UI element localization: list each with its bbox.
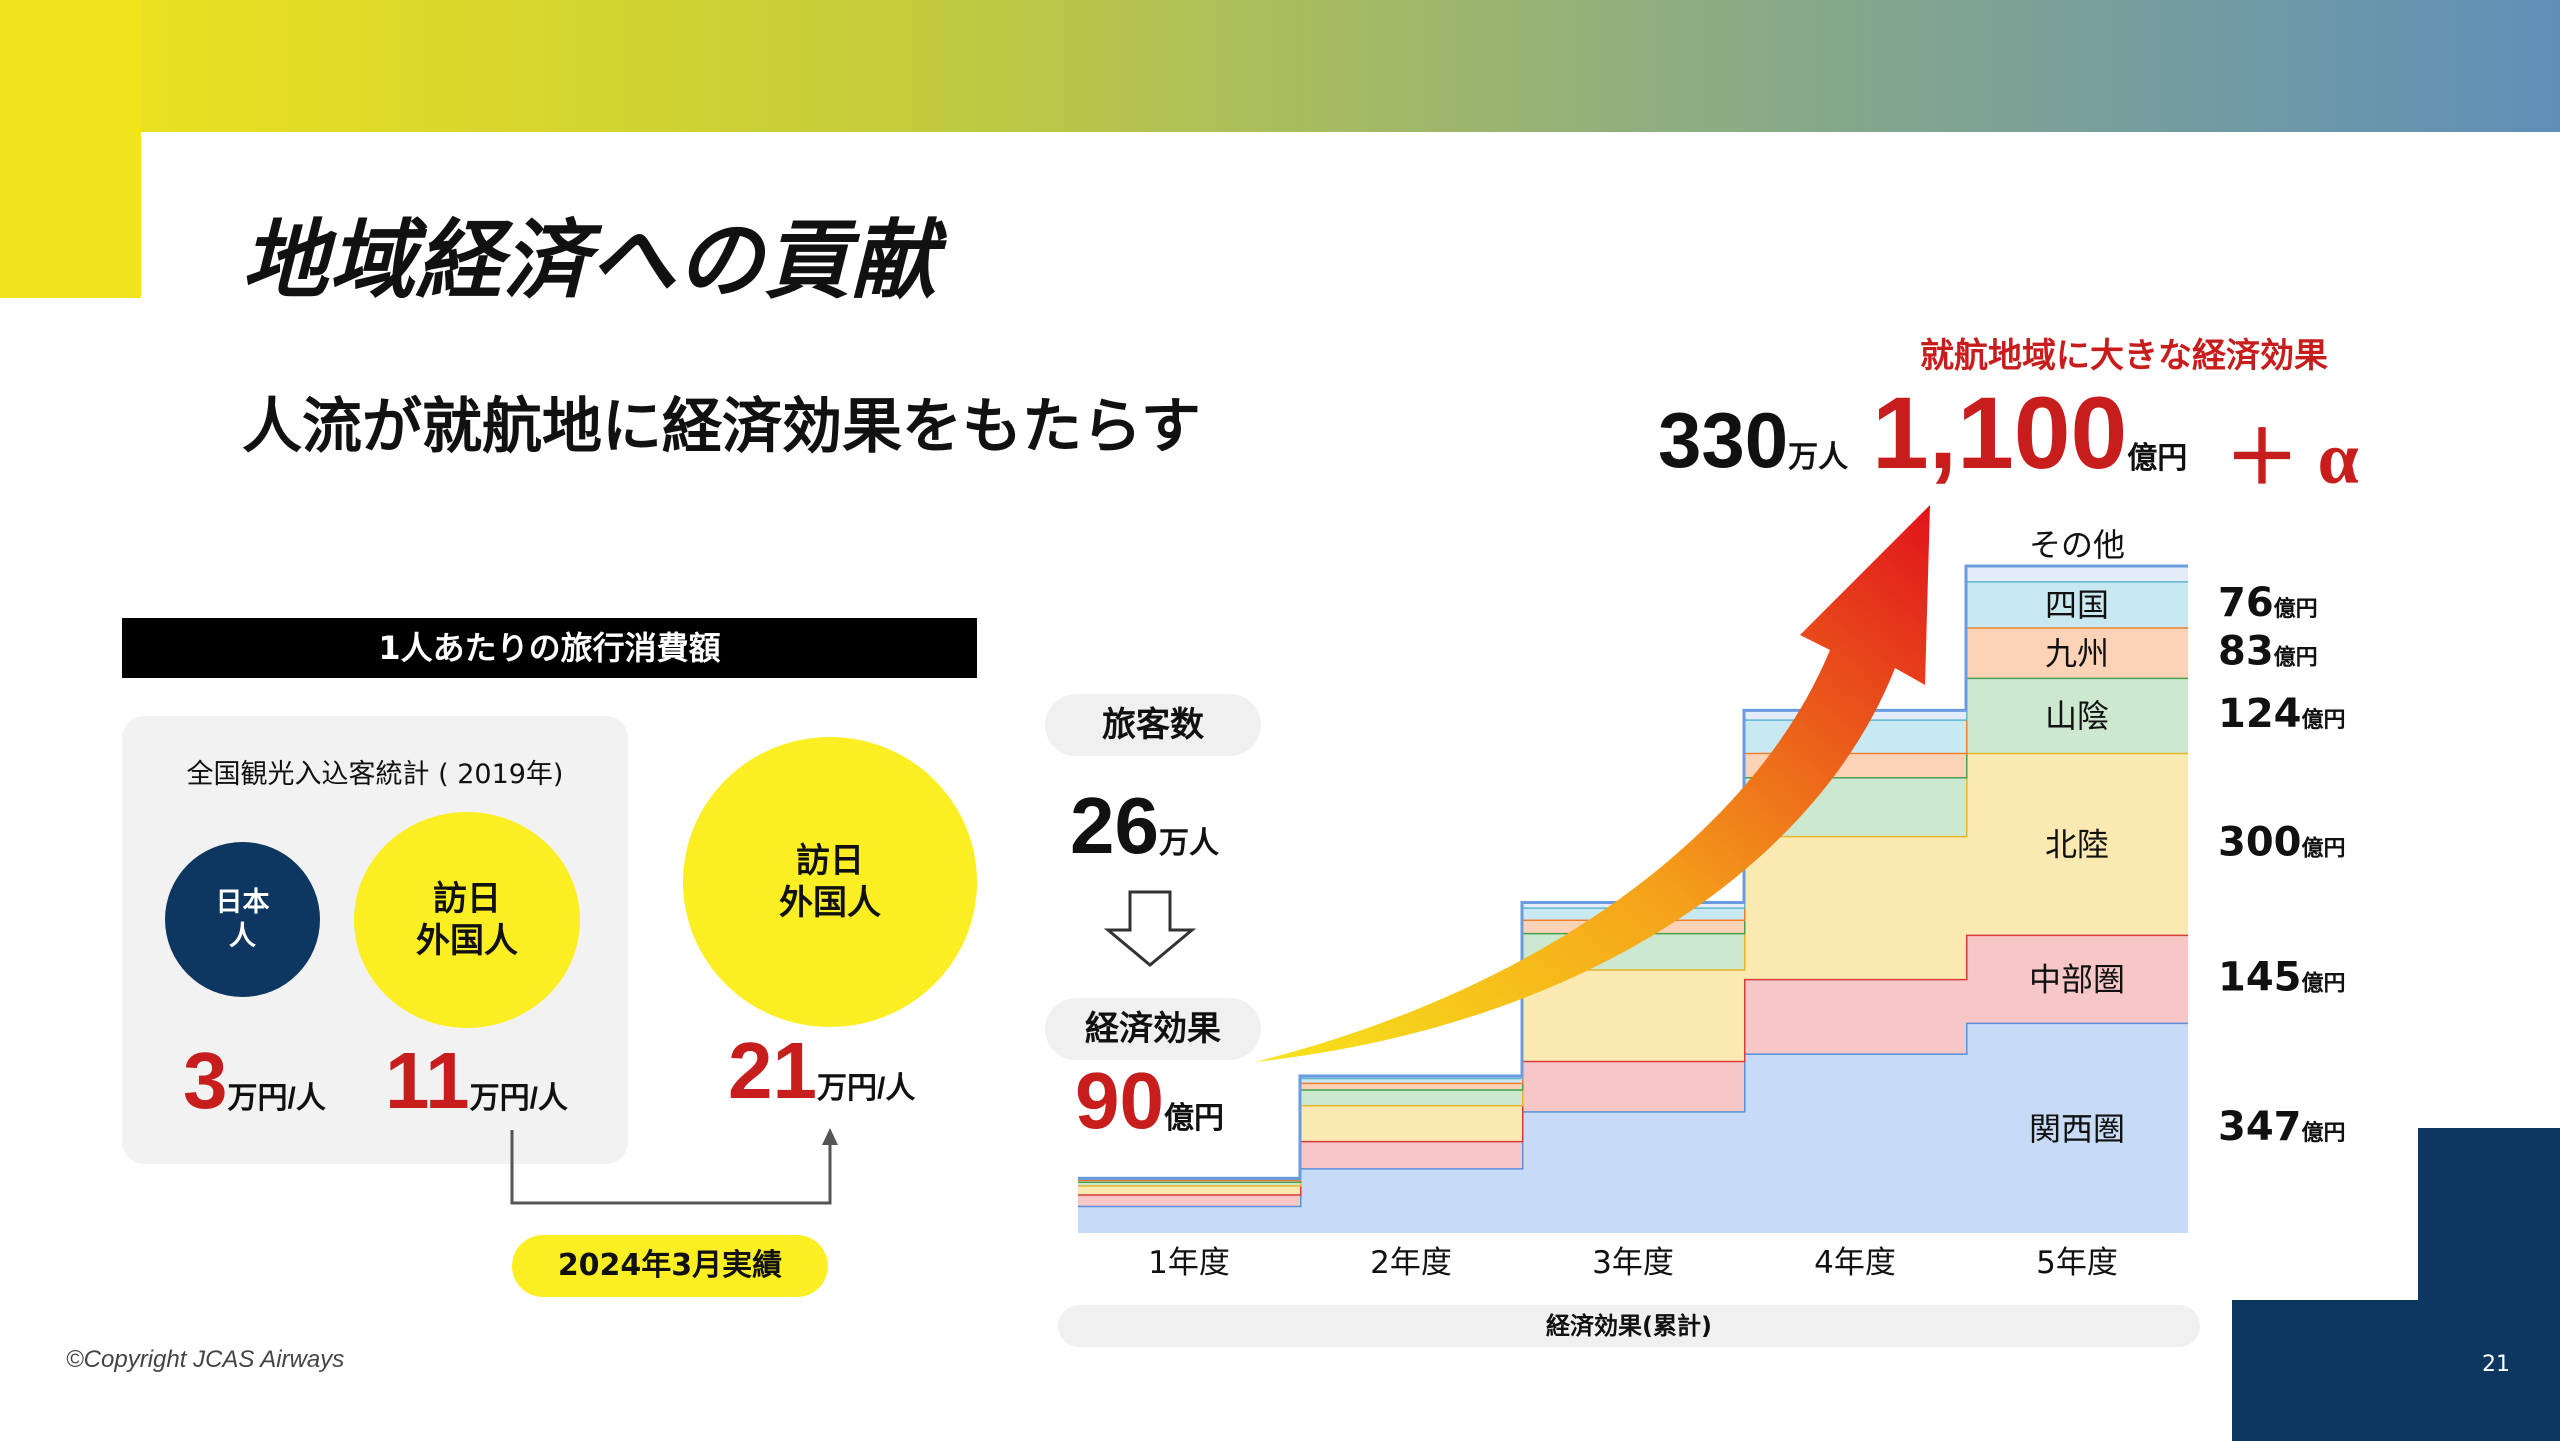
- x-tick-label: 2年度: [1370, 1245, 1452, 1281]
- value-label: 83億円: [2218, 628, 2318, 674]
- foreign-2024-circle: 訪日 外国人: [683, 737, 977, 1027]
- headline-passengers: 330万人: [1658, 395, 1848, 486]
- growth-arrow: [1255, 505, 1930, 1062]
- passengers-pill: 旅客数: [1045, 694, 1261, 756]
- x-tick-label: 1年度: [1148, 1245, 1230, 1281]
- survey-label: 全国観光入込客統計 ( 2019年): [186, 759, 564, 790]
- japanese-circle: 日本人: [165, 842, 320, 997]
- copyright: ©Copyright JCAS Airways: [66, 1346, 345, 1373]
- value-label: 76億円: [2218, 580, 2318, 626]
- area-関西圏: [1078, 1022, 2188, 1233]
- segment-label: その他: [2029, 526, 2125, 564]
- page-number: 21: [2482, 1352, 2510, 1377]
- chart-x-labels: 1年度 2年度 3年度 4年度 5年度: [1148, 1245, 2118, 1281]
- japanese-label-2: 人: [229, 920, 256, 952]
- area-北陸: [1078, 752, 2188, 1195]
- page-subtitle: 人流が就航地に経済効果をもたらす: [242, 392, 1201, 462]
- segment-label: 中部圏: [2029, 961, 2125, 999]
- area-その他: [1078, 566, 2188, 1179]
- spending-header: 1人あたりの旅行消費額: [122, 618, 977, 678]
- foreign-2024-label-2: 外国人: [779, 883, 881, 923]
- effect-pill: 経済効果: [1045, 998, 1261, 1060]
- foreign-2019-spend-number: 11: [385, 1036, 470, 1125]
- headline-plus-alpha: ＋ α: [2225, 418, 2359, 500]
- passengers-value: 26万人: [1070, 780, 1219, 872]
- effect-value: 90億円: [1075, 1055, 1224, 1147]
- page-title: 地域経済への貢献: [242, 211, 938, 311]
- foreign-2019-label-1: 訪日: [433, 878, 501, 919]
- value-label: 124億円: [2218, 691, 2346, 737]
- cumulative-label: 経済効果(累計): [1058, 1305, 2200, 1347]
- foreign-2019-spend-value: 11万円/人: [385, 1035, 568, 1127]
- value-label: 300億円: [2218, 820, 2346, 866]
- chart-segment-labels: 関西圏 中部圏 北陸 山陰 九州 四国 その他: [2029, 526, 2125, 1148]
- japanese-label-1: 日本: [215, 886, 270, 918]
- area-四国: [1078, 581, 2188, 1180]
- headline-effect: 1,100億円: [1872, 375, 2187, 492]
- x-tick-label: 4年度: [1814, 1245, 1896, 1281]
- foreign-2019-circle: 訪日 外国人: [354, 812, 580, 1028]
- foreign-2019-spend-unit: 万円/人: [469, 1082, 568, 1115]
- segment-label: 北陸: [2045, 826, 2109, 864]
- segment-label: 関西圏: [2029, 1110, 2125, 1148]
- segment-label: 山陰: [2045, 697, 2109, 735]
- foreign-2024-spend-value: 21万円/人: [728, 1025, 915, 1117]
- down-arrow-icon: [1103, 890, 1197, 967]
- passengers-number: 26: [1070, 781, 1159, 870]
- segment-label: 四国: [2045, 586, 2109, 624]
- area-九州: [1078, 627, 2188, 1182]
- japanese-spend-unit: 万円/人: [227, 1082, 326, 1115]
- headline-effect-number: 1,100: [1872, 376, 2128, 490]
- area-山陰: [1078, 677, 2188, 1186]
- effect-number: 90: [1075, 1056, 1164, 1145]
- effect-unit: 億円: [1163, 1102, 1224, 1135]
- headline-passengers-unit: 万人: [1788, 441, 1849, 474]
- foreign-2024-spend-unit: 万円/人: [816, 1072, 916, 1105]
- value-label: 145億円: [2218, 955, 2346, 1001]
- headline-caption: 就航地域に大きな経済効果: [1920, 336, 2328, 376]
- navy-accent-block-2: [2232, 1300, 2560, 1441]
- foreign-2024-spend-number: 21: [728, 1026, 817, 1115]
- x-tick-label: 3年度: [1592, 1245, 1674, 1281]
- segment-label: 九州: [2045, 634, 2109, 672]
- header-gradient-band: [0, 0, 2560, 132]
- foreign-2019-label-2: 外国人: [416, 921, 518, 961]
- comparison-connector: [510, 1130, 832, 1205]
- japanese-spend-value: 3万円/人: [183, 1035, 326, 1127]
- comparison-arrowhead-icon: [822, 1128, 838, 1145]
- headline-effect-unit: 億円: [2127, 442, 2188, 475]
- area-中部圏: [1078, 934, 2188, 1206]
- value-label: 347億円: [2218, 1104, 2346, 1150]
- japanese-spend-number: 3: [183, 1036, 228, 1125]
- year-badge: 2024年3月実績: [512, 1235, 828, 1297]
- x-tick-label: 5年度: [2036, 1245, 2118, 1281]
- headline-passengers-number: 330: [1658, 396, 1789, 484]
- foreign-2024-label-1: 訪日: [796, 840, 864, 881]
- passengers-unit: 万人: [1158, 827, 1219, 860]
- yellow-accent-block: [0, 0, 141, 298]
